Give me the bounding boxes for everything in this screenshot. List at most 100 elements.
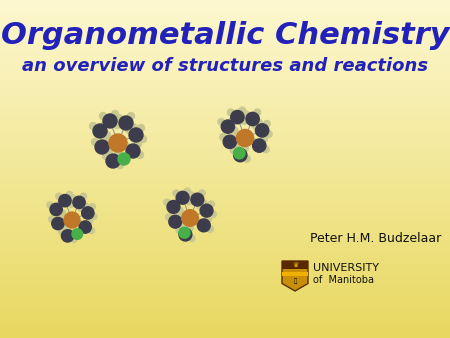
Circle shape <box>59 210 65 216</box>
Circle shape <box>176 191 189 204</box>
Circle shape <box>126 144 140 158</box>
Circle shape <box>95 140 109 154</box>
Circle shape <box>140 136 147 143</box>
Circle shape <box>177 212 183 218</box>
Circle shape <box>227 109 234 116</box>
Circle shape <box>99 113 107 120</box>
Circle shape <box>136 151 144 159</box>
Circle shape <box>72 229 82 239</box>
Circle shape <box>249 138 256 144</box>
Circle shape <box>102 121 108 127</box>
Circle shape <box>256 124 269 137</box>
Circle shape <box>112 111 118 118</box>
Circle shape <box>88 227 94 234</box>
Circle shape <box>233 142 240 149</box>
Circle shape <box>223 135 236 148</box>
Circle shape <box>82 207 94 219</box>
Circle shape <box>234 147 245 159</box>
Circle shape <box>220 134 226 140</box>
Circle shape <box>106 154 120 168</box>
Circle shape <box>135 141 141 147</box>
Circle shape <box>47 202 53 208</box>
Circle shape <box>113 121 121 128</box>
Polygon shape <box>282 261 308 269</box>
Circle shape <box>205 216 212 222</box>
Circle shape <box>198 219 210 232</box>
Circle shape <box>194 218 201 224</box>
Circle shape <box>79 221 91 233</box>
Circle shape <box>188 192 194 198</box>
Circle shape <box>231 132 238 139</box>
Circle shape <box>73 196 85 209</box>
Circle shape <box>218 119 225 125</box>
Text: 📖: 📖 <box>293 278 297 284</box>
Circle shape <box>189 235 195 241</box>
Text: UNIVERSITY: UNIVERSITY <box>313 263 379 273</box>
Circle shape <box>200 204 213 217</box>
Circle shape <box>59 194 71 207</box>
Circle shape <box>179 222 185 228</box>
Circle shape <box>246 112 259 126</box>
Circle shape <box>187 225 193 231</box>
Circle shape <box>221 120 234 133</box>
Circle shape <box>243 111 249 118</box>
Circle shape <box>117 162 123 169</box>
Circle shape <box>191 193 204 206</box>
Circle shape <box>82 203 88 209</box>
Circle shape <box>173 190 180 196</box>
Circle shape <box>104 131 111 139</box>
Text: an overview of structures and reactions: an overview of structures and reactions <box>22 57 428 75</box>
Circle shape <box>241 118 248 124</box>
Circle shape <box>76 220 82 226</box>
Circle shape <box>175 197 181 204</box>
Circle shape <box>126 126 132 134</box>
Circle shape <box>166 214 172 220</box>
Circle shape <box>103 152 109 160</box>
Circle shape <box>50 203 62 216</box>
Circle shape <box>256 119 263 126</box>
Circle shape <box>208 201 214 208</box>
Circle shape <box>242 145 248 152</box>
Circle shape <box>86 218 93 224</box>
Circle shape <box>105 147 112 154</box>
Circle shape <box>64 212 80 228</box>
Text: of  Manitoba: of Manitoba <box>313 275 374 285</box>
Circle shape <box>231 111 244 124</box>
Circle shape <box>52 217 64 230</box>
Circle shape <box>169 215 182 228</box>
Circle shape <box>89 204 95 210</box>
Circle shape <box>210 211 216 218</box>
Circle shape <box>109 134 127 152</box>
Circle shape <box>176 227 182 233</box>
Circle shape <box>207 226 213 232</box>
Circle shape <box>201 200 207 207</box>
Circle shape <box>79 206 85 212</box>
Circle shape <box>261 136 267 142</box>
Circle shape <box>263 146 269 153</box>
Circle shape <box>81 193 86 199</box>
Circle shape <box>70 195 76 201</box>
Circle shape <box>91 213 97 220</box>
Circle shape <box>231 127 238 134</box>
Bar <box>282 272 308 276</box>
Circle shape <box>167 200 180 213</box>
Circle shape <box>118 153 130 165</box>
Text: ♛: ♛ <box>292 262 298 268</box>
Circle shape <box>179 227 190 238</box>
Circle shape <box>129 128 143 142</box>
Circle shape <box>104 137 111 144</box>
Circle shape <box>184 188 190 195</box>
Circle shape <box>179 228 192 241</box>
Circle shape <box>264 120 270 127</box>
Circle shape <box>164 199 170 206</box>
Circle shape <box>66 191 72 197</box>
Circle shape <box>68 201 74 207</box>
Circle shape <box>62 230 74 242</box>
Circle shape <box>252 122 259 129</box>
Circle shape <box>58 200 63 207</box>
Circle shape <box>69 226 75 233</box>
Circle shape <box>252 139 266 152</box>
Circle shape <box>266 131 272 138</box>
Circle shape <box>230 117 236 123</box>
Circle shape <box>119 116 133 130</box>
